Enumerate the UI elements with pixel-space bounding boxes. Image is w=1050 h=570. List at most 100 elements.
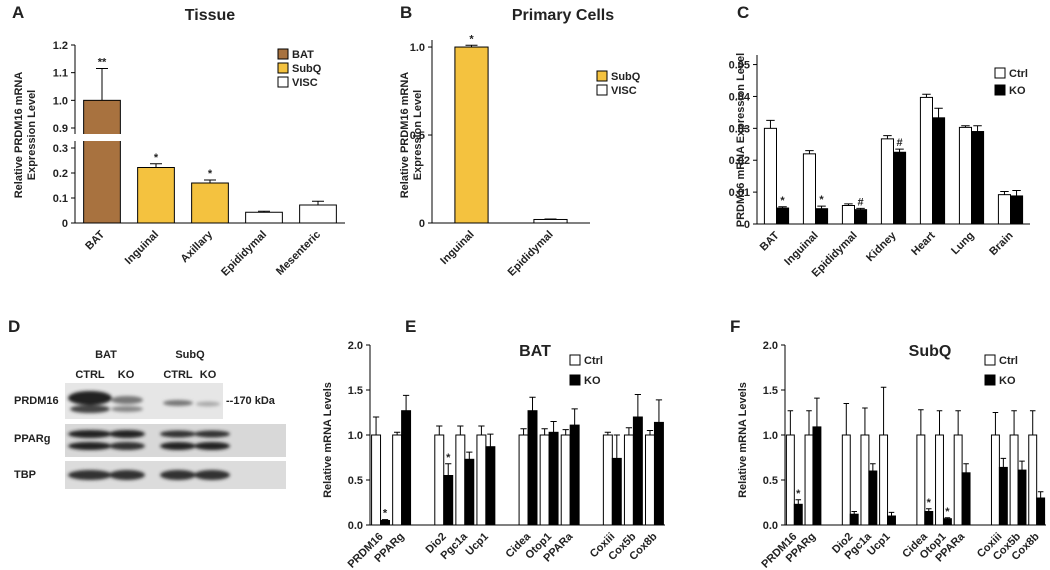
chart-title: Tissue — [185, 7, 236, 24]
y-tick-label: 1.0 — [53, 95, 68, 107]
error-bar — [550, 421, 557, 433]
bar — [455, 434, 466, 526]
y-tick-label: 0.1 — [53, 193, 68, 205]
bar — [997, 194, 1011, 225]
bar — [849, 513, 859, 526]
bar — [299, 204, 337, 224]
error-bar — [634, 394, 642, 417]
bar — [476, 434, 487, 526]
bar — [371, 434, 382, 526]
error-bar — [571, 408, 578, 426]
bar — [971, 131, 985, 225]
error-bar — [922, 93, 931, 98]
error-bar — [529, 396, 536, 411]
legend-swatch — [277, 48, 289, 60]
significance-mark: * — [796, 488, 801, 500]
bar — [1028, 434, 1038, 526]
x-tick-label: Kidney — [864, 229, 899, 264]
bar — [880, 138, 894, 225]
axis-break — [69, 134, 131, 141]
bar — [841, 434, 851, 526]
significance-mark: * — [208, 168, 213, 180]
legend-swatch — [984, 374, 996, 386]
blot-lane: KO — [200, 369, 217, 381]
significance-mark: * — [383, 508, 388, 520]
y-axis-label: PRDM16 mRNA Expression Level — [735, 53, 747, 227]
bar — [860, 434, 870, 526]
y-axis-label: Relative PRDM16 mRNA — [399, 72, 411, 199]
error-bar — [870, 463, 876, 471]
error-bar — [1000, 457, 1007, 468]
bar — [569, 424, 580, 526]
bar — [916, 434, 926, 526]
error-bar — [944, 517, 951, 519]
bar — [380, 520, 390, 526]
error-bar — [851, 511, 857, 515]
bar — [560, 434, 571, 526]
y-tick-label: 0.04 — [729, 91, 751, 103]
x-tick-label: Inguinal — [782, 230, 820, 268]
error-bar — [888, 511, 895, 516]
y-tick-label: 1.0 — [763, 430, 778, 442]
x-tick-label: Lung — [949, 230, 976, 257]
error-bar — [843, 403, 850, 435]
error-bar — [1037, 491, 1044, 498]
blot-lane: CTRL — [75, 369, 105, 381]
bar — [1036, 497, 1046, 526]
blot-marker: --170 kDa — [226, 395, 276, 407]
y-tick-label: 1.5 — [763, 385, 778, 397]
error-bar — [402, 394, 410, 411]
bar — [802, 153, 816, 225]
error-bar — [372, 416, 380, 435]
x-tick-label: BAT — [758, 229, 782, 253]
bar — [602, 434, 613, 526]
panel-letter: F — [730, 317, 740, 336]
significance-mark: * — [154, 152, 159, 164]
y-tick-label: 0.2 — [53, 168, 68, 180]
error-bar — [778, 206, 787, 209]
bar — [191, 182, 229, 224]
y-tick-label: 0 — [744, 219, 750, 231]
bar — [793, 503, 803, 526]
legend-swatch — [277, 76, 289, 88]
error-bar — [465, 44, 478, 48]
chart-title: BAT — [519, 343, 551, 360]
significance-mark: * — [446, 452, 451, 464]
error-bar — [895, 148, 904, 153]
error-bar — [814, 397, 820, 427]
bar — [454, 46, 489, 224]
bar — [1009, 434, 1019, 526]
chart-title: SubQ — [909, 343, 952, 360]
bar — [998, 466, 1008, 526]
error-bar — [655, 399, 663, 423]
x-tick-label: Axillary — [179, 228, 216, 265]
legend-label: KO — [1009, 85, 1026, 97]
significance-mark: * — [945, 506, 950, 518]
bar — [932, 117, 946, 225]
blot-group: BAT — [95, 349, 117, 361]
blot-group: SubQ — [175, 349, 205, 361]
x-tick-label: Ucp1 — [464, 531, 492, 559]
error-bar — [883, 135, 892, 139]
y-tick-label: 0.02 — [729, 155, 750, 167]
x-tick-label: Inguinal — [123, 229, 161, 267]
bar — [533, 218, 568, 224]
error-bar — [150, 163, 162, 168]
error-bar — [625, 427, 633, 435]
y-tick-label: 1.5 — [348, 385, 363, 397]
chart-title: Primary Cells — [512, 7, 614, 24]
legend-label: KO — [584, 375, 601, 387]
error-bar — [973, 125, 982, 132]
legend-swatch — [277, 62, 289, 74]
legend-swatch — [569, 354, 581, 366]
blot-row: PPARg — [14, 433, 50, 445]
legend-swatch — [596, 70, 608, 82]
bar — [401, 410, 412, 526]
bar — [392, 434, 403, 526]
error-bar — [204, 179, 216, 183]
bar — [919, 96, 933, 225]
bar — [785, 434, 795, 526]
error-bar — [604, 431, 611, 435]
y-tick-label: 0.0 — [348, 520, 363, 532]
significance-mark: * — [927, 497, 932, 509]
